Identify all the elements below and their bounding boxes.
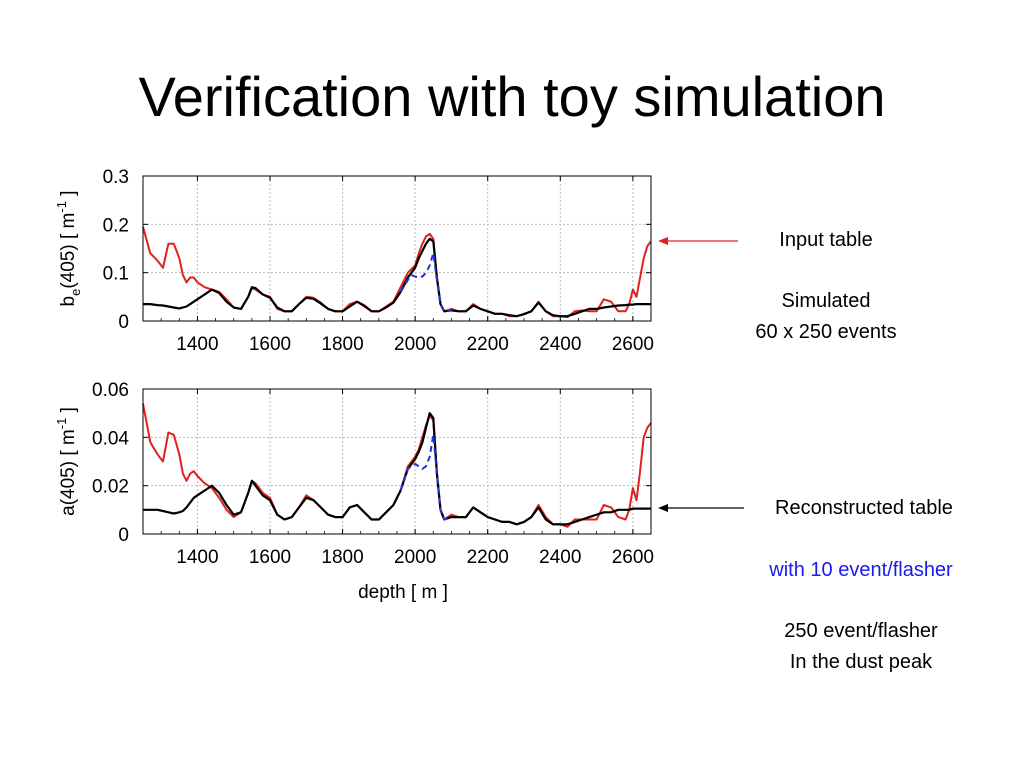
series-line-with-10-event-flasher — [399, 252, 452, 313]
x-tick-label: 1600 — [249, 547, 291, 568]
250-events-label: 250 event/flasher — [784, 620, 938, 642]
with-10-events-label: with 10 event/flasher — [769, 559, 953, 581]
series-line-reconstructed-table — [143, 237, 651, 318]
input-table-label: Input table — [779, 229, 873, 251]
x-tick-label: 2600 — [612, 547, 654, 568]
x-tick-label: 1400 — [176, 547, 218, 568]
input-table-arrow-head — [658, 237, 668, 245]
chart-panel-1: 1400 1600 1800 2000 2200 2400 2600 0 0.1 0.2 0.3 be… — [54, 167, 654, 355]
x-tick-label: 2200 — [467, 547, 509, 568]
x-tick-label: 2000 — [394, 547, 436, 568]
y-tick-label: 0.04 — [92, 428, 129, 449]
slide-title: Verification with toy simulation — [138, 65, 886, 128]
y-tick-label: 0.02 — [92, 477, 129, 498]
series-line-reconstructed-table — [143, 412, 651, 526]
series-line-input-table — [142, 226, 652, 319]
y-axis-label: a(405) [ m-1 ] — [54, 407, 79, 516]
simulated-label: Simulated — [781, 290, 871, 312]
y-tick-label: 0.06 — [92, 380, 129, 401]
x-axis-label: depth [ m ] — [358, 582, 448, 603]
x-tick-label: 2400 — [539, 547, 581, 568]
x-tick-label: 2400 — [539, 334, 581, 355]
y-tick-label: 0.3 — [103, 167, 129, 188]
series-line-with-10-event-flasher — [399, 433, 452, 521]
y-axis-label: be(405) [ m-1 ] — [54, 191, 83, 307]
y-tick-label: 0.2 — [103, 215, 129, 236]
x-tick-label: 1800 — [321, 334, 363, 355]
reconstructed-table-label: Reconstructed table — [775, 497, 953, 519]
x-tick-label: 1800 — [321, 547, 363, 568]
x-tick-label: 2200 — [467, 334, 509, 355]
y-tick-label: 0 — [118, 312, 129, 333]
plot-frame — [142, 175, 652, 322]
y-tick-label: 0.1 — [103, 264, 129, 285]
x-tick-label: 2600 — [612, 334, 654, 355]
dust-peak-label: In the dust peak — [789, 651, 933, 673]
x-tick-label: 1400 — [176, 334, 218, 355]
reconstructed-table-arrow-head — [658, 504, 668, 512]
y-tick-label: 0 — [118, 525, 129, 546]
simulated-events-label: 60 x 250 events — [755, 321, 897, 343]
series-line-input-table — [142, 403, 652, 528]
chart-panel-2: 1400 1600 1800 2000 2200 2400 2600 0 0.02 0.04 0.0… — [54, 380, 654, 603]
plot-frame — [142, 388, 652, 535]
x-tick-label: 2000 — [394, 334, 436, 355]
x-tick-label: 1600 — [249, 334, 291, 355]
